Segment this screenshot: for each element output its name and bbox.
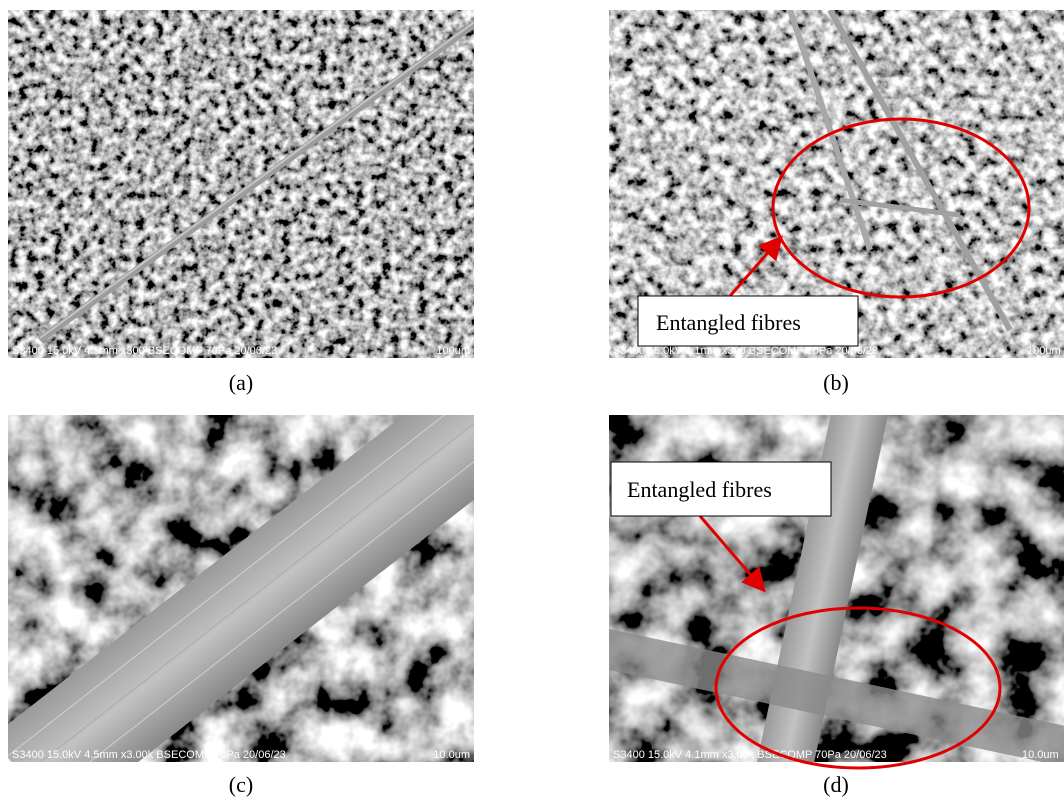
- info-bar: S3400 15.0kV 4.1mm x3.00k BSECOMP 70Pa 2…: [613, 749, 887, 761]
- sem-image-c: [0, 368, 532, 800]
- annotation: Entangled fibres: [627, 477, 772, 502]
- info-bar: S3400 15.0kV 4.5mm x3.00k BSECOMP 70Pa 2…: [12, 749, 286, 761]
- sem-image-a: [8, 10, 480, 358]
- scale-label: 100um: [436, 345, 470, 357]
- caption: (d): [823, 772, 849, 797]
- scale-label: 100um: [1027, 345, 1061, 357]
- info-bar: S3400 15.0kV 4.1mm x300 BSECOMP 70Pa 20/…: [613, 345, 878, 357]
- caption: (a): [229, 370, 253, 395]
- scale-label: 10.0um: [1022, 749, 1059, 761]
- scale-label: 10.0um: [433, 749, 470, 761]
- annotation: Entangled fibres: [656, 310, 801, 335]
- sem-image-d: [600, 379, 1064, 800]
- figure: S3400 15.0kV 4.5mm x300 BSECOMP 70Pa 20/…: [0, 0, 1064, 800]
- caption: (b): [823, 370, 849, 395]
- info-bar: S3400 15.0kV 4.5mm x300 BSECOMP 70Pa 20/…: [12, 345, 277, 357]
- page: S3400 15.0kV 4.5mm x300 BSECOMP 70Pa 20/…: [0, 0, 1064, 800]
- caption: (c): [229, 772, 253, 797]
